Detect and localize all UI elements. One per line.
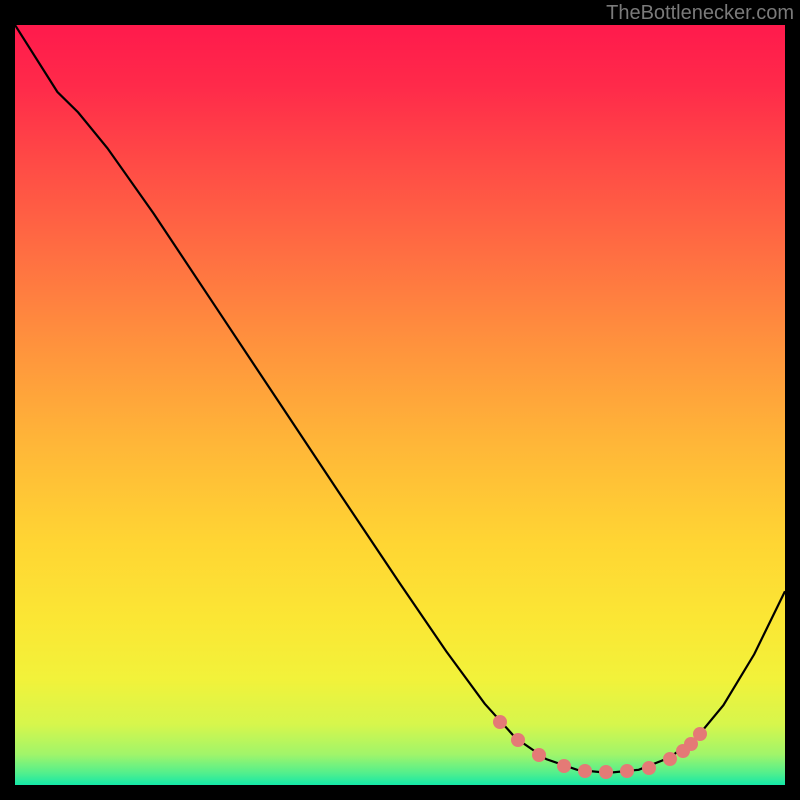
data-marker bbox=[663, 752, 677, 766]
plot-area bbox=[15, 25, 785, 785]
watermark-text: TheBottlenecker.com bbox=[606, 2, 794, 25]
markers-layer bbox=[15, 25, 785, 785]
data-marker bbox=[557, 759, 571, 773]
chart-container: TheBottlenecker.com bbox=[0, 0, 800, 800]
data-marker bbox=[693, 727, 707, 741]
data-marker bbox=[511, 733, 525, 747]
data-marker bbox=[642, 761, 656, 775]
data-marker bbox=[532, 748, 546, 762]
data-marker bbox=[493, 715, 507, 729]
data-marker bbox=[620, 764, 634, 778]
data-marker bbox=[599, 765, 613, 779]
data-marker bbox=[578, 764, 592, 778]
